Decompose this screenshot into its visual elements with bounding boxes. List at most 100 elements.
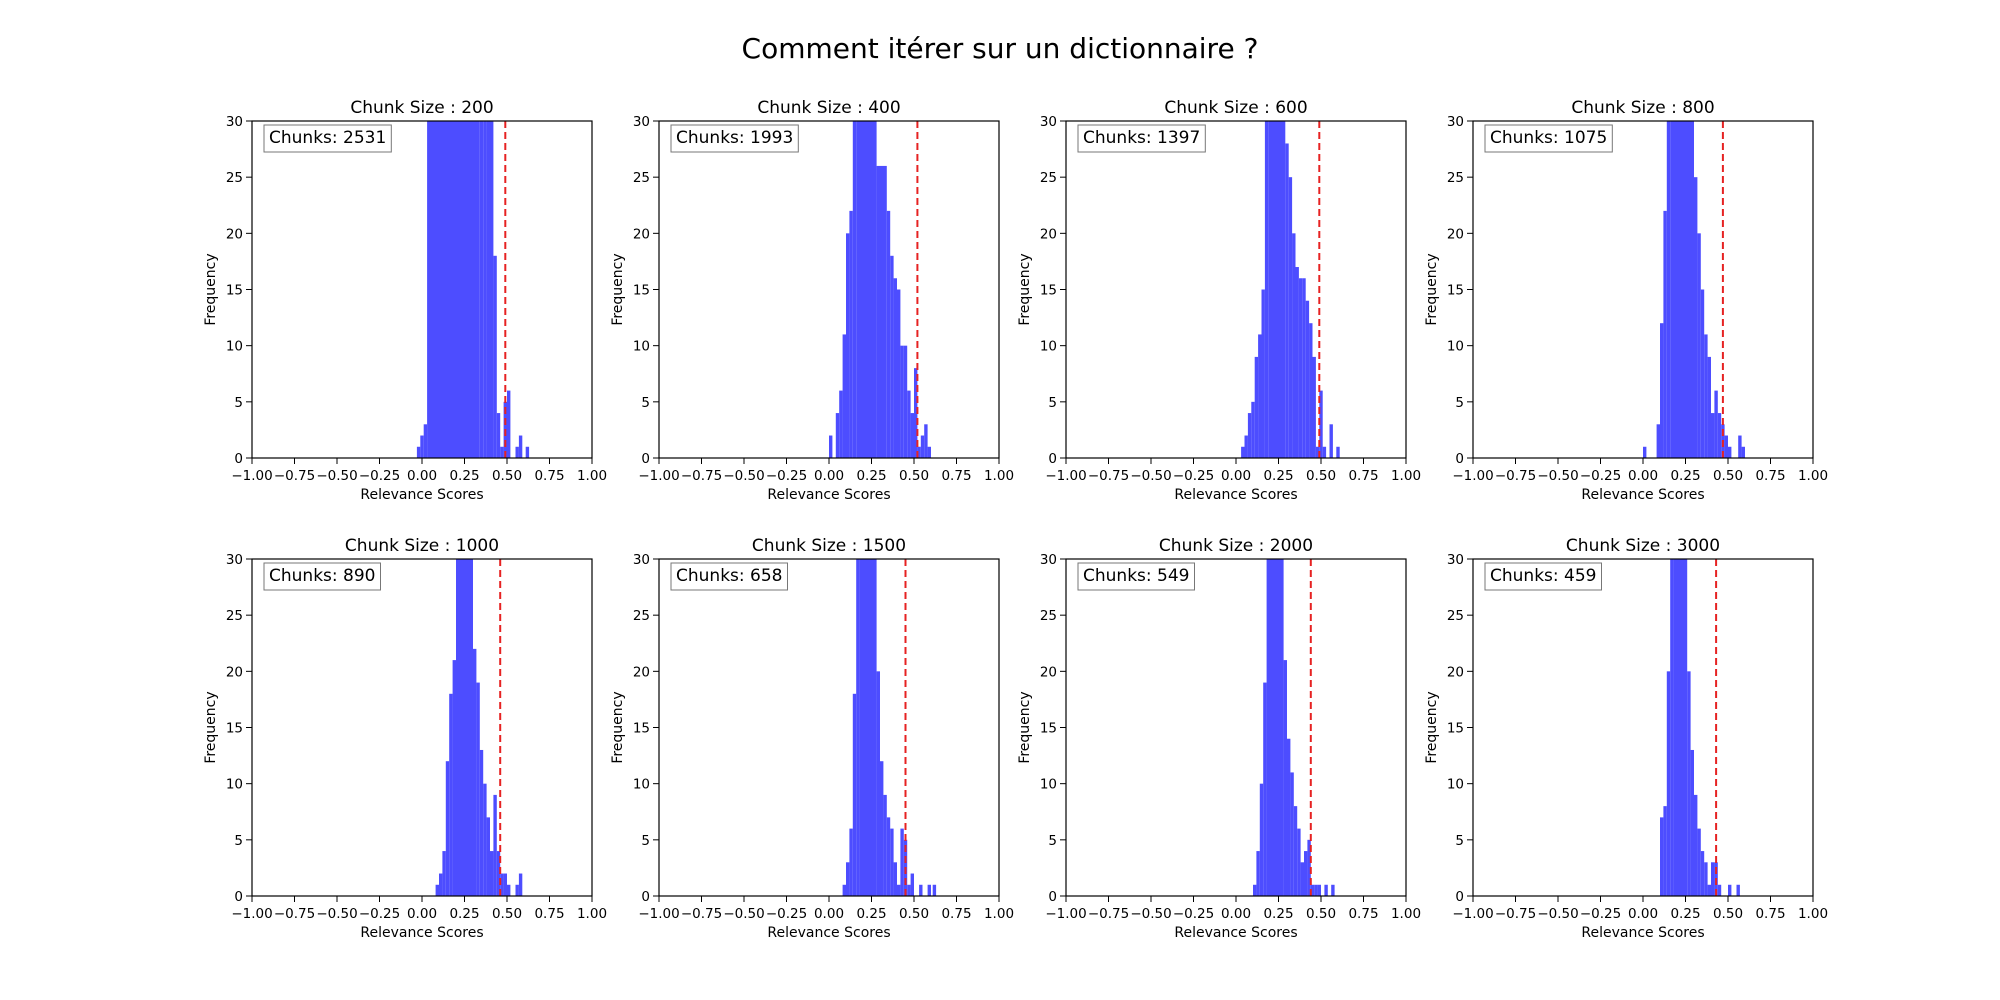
x-tick-label: −1.00	[1045, 468, 1086, 484]
histogram-bar	[525, 446, 530, 458]
chunks-count-box	[263, 124, 392, 153]
histogram-bar	[442, 851, 446, 896]
histogram-bar	[914, 368, 918, 458]
y-tick-label: 10	[1040, 777, 1057, 793]
histogram-bar	[486, 121, 490, 458]
x-tick-label: 0.75	[941, 906, 971, 922]
x-tick-label: −0.75	[1495, 906, 1536, 922]
histogram-bar	[1724, 435, 1728, 458]
axes-frame	[658, 120, 1000, 459]
subplot: −1.00 −0.75 −0.50 −0.25 0.00 0.25 0.50 0.75 1.00…	[203, 536, 607, 941]
histogram-bar	[1302, 278, 1306, 458]
x-tick-label: 0.50	[899, 468, 929, 484]
histogram-bar	[1309, 323, 1313, 458]
histogram-bar	[856, 559, 860, 896]
histogram-bar	[1293, 806, 1298, 896]
y-tick-label: 15	[226, 721, 243, 737]
y-tick-label: 25	[1040, 608, 1057, 624]
histogram-bar	[1264, 121, 1269, 458]
chunks-count-label: Chunks: 1397	[1083, 128, 1200, 148]
histogram-bar	[1270, 559, 1284, 896]
histogram-bar	[1704, 334, 1708, 458]
x-tick-label: −1.00	[1452, 906, 1493, 922]
y-tick-label: 10	[226, 777, 243, 793]
chunks-count-box	[263, 562, 381, 591]
histogram-bar	[496, 413, 501, 458]
histogram-bar	[1312, 356, 1316, 458]
histogram-bar	[1298, 278, 1303, 458]
histogram-bar	[893, 278, 897, 458]
subplot: −1.00 −0.75 −0.50 −0.25 0.00 0.25 0.50 0.75 1.00…	[1424, 98, 1828, 503]
x-tick-label: −0.50	[723, 906, 764, 922]
x-tick-label: 0.00	[814, 906, 844, 922]
x-tick-label: 1.00	[1798, 468, 1828, 484]
x-tick-label: 1.00	[577, 468, 607, 484]
y-tick-label: 15	[633, 283, 650, 299]
figure-title: Comment itérer sur un dictionnaire ?	[741, 32, 1259, 65]
subplot: −1.00 −0.75 −0.50 −0.25 0.00 0.25 0.50 0.75 1.00…	[1017, 98, 1421, 503]
x-axis-label: Relevance Scores	[360, 487, 483, 503]
x-tick-label: −0.75	[1495, 468, 1536, 484]
y-tick-label: 30	[633, 552, 650, 568]
y-tick-label: 15	[1040, 283, 1057, 299]
histogram-bar	[1728, 446, 1732, 458]
histogram-bar	[1663, 806, 1667, 896]
histogram-bar	[515, 446, 519, 458]
histogram-bar	[1253, 884, 1257, 896]
histogram-bar	[479, 121, 484, 458]
histogram-bar	[1324, 884, 1328, 896]
subplot-title: Chunk Size : 3000	[1566, 536, 1720, 556]
y-tick-label: 15	[1447, 721, 1464, 737]
x-tick-label: 0.75	[534, 468, 564, 484]
histogram-bar	[1697, 828, 1701, 896]
axes-frame	[1065, 120, 1407, 459]
histogram-bar	[1322, 446, 1327, 458]
histogram-bar	[1258, 334, 1262, 458]
x-tick-label: 0.25	[1670, 468, 1700, 484]
subplot-title: Chunk Size : 600	[1164, 98, 1307, 118]
x-tick-label: 0.00	[1221, 906, 1251, 922]
x-axis-label: Relevance Scores	[1174, 487, 1297, 503]
histogram-bar	[1697, 233, 1701, 458]
y-tick-label: 30	[1040, 114, 1057, 130]
histogram-bar	[907, 884, 911, 896]
y-tick-label: 0	[234, 889, 243, 905]
x-tick-label: 0.50	[492, 468, 522, 484]
chunks-count-box	[670, 124, 799, 153]
histogram-bar	[859, 559, 877, 896]
histogram-bar	[1707, 884, 1711, 896]
x-tick-label: −1.00	[1452, 468, 1493, 484]
x-tick-label: 0.25	[856, 906, 886, 922]
y-tick-label: 0	[1455, 889, 1464, 905]
histogram-bar	[1307, 839, 1311, 896]
y-tick-label: 20	[1447, 226, 1464, 242]
histogram-bar	[1663, 210, 1667, 458]
subplot: −1.00 −0.75 −0.50 −0.25 0.00 0.25 0.50 0.75 1.00…	[203, 98, 607, 503]
histogram-bar	[1660, 323, 1664, 458]
x-tick-label: 0.00	[814, 468, 844, 484]
x-tick-label: 1.00	[984, 906, 1014, 922]
histogram-bar	[835, 413, 840, 458]
histogram-bar	[500, 446, 504, 458]
x-tick-label: 0.25	[1263, 906, 1293, 922]
y-tick-label: 25	[633, 608, 650, 624]
chunks-count-label: Chunks: 890	[269, 566, 375, 586]
histogram-bar	[490, 851, 494, 896]
histogram-bar	[435, 884, 439, 896]
histogram-bar	[1244, 435, 1248, 458]
histogram-bar	[1292, 233, 1296, 458]
histogram-bar	[483, 121, 487, 458]
x-tick-label: −0.25	[766, 468, 807, 484]
histogram-bar	[842, 334, 846, 458]
histogram-bar	[1310, 884, 1315, 896]
histogram-bar	[886, 817, 891, 896]
histogram-bar	[852, 121, 857, 458]
histogram-bar	[449, 693, 453, 896]
subplot-title: Chunk Size : 200	[350, 98, 493, 118]
histogram-bar	[1728, 884, 1732, 896]
chunks-count-box	[670, 562, 788, 591]
histogram-bar	[1736, 884, 1740, 896]
y-tick-label: 5	[1048, 395, 1057, 411]
axes-frame	[1472, 558, 1814, 897]
